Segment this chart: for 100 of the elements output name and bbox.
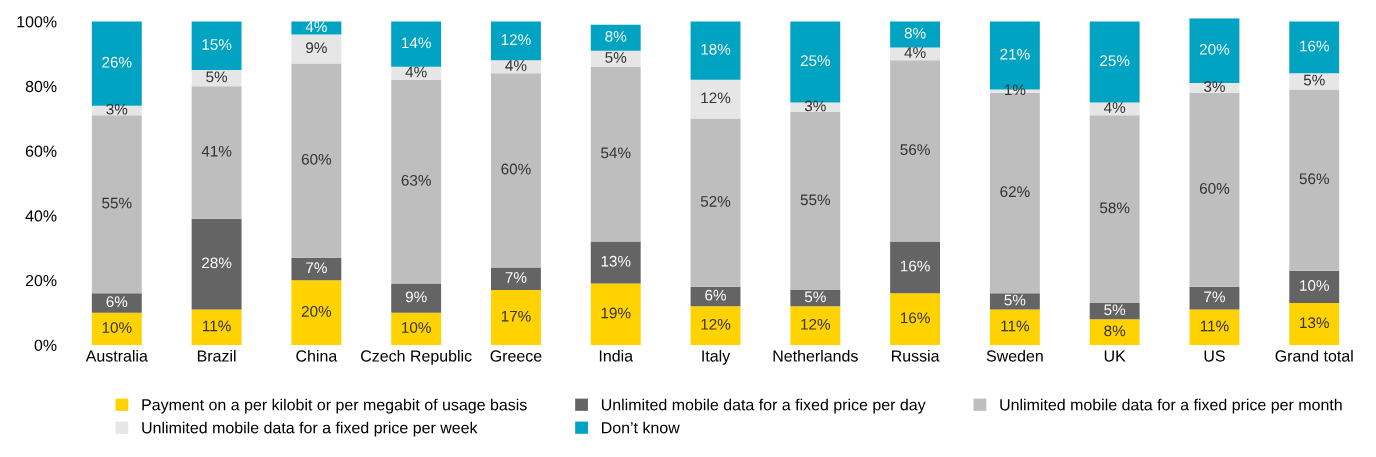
data-label: 5% xyxy=(1104,304,1126,316)
bar xyxy=(491,267,541,291)
x-tick-label: US xyxy=(1204,350,1225,362)
bar xyxy=(690,79,741,119)
data-label: 8% xyxy=(605,30,627,42)
x-tick-label: China xyxy=(296,349,338,362)
bar xyxy=(790,290,841,307)
bar xyxy=(690,306,741,346)
data-label: 15% xyxy=(202,39,232,50)
x-tick-label: Russia xyxy=(891,349,940,362)
bar xyxy=(590,24,641,51)
bar xyxy=(91,293,142,313)
data-label: 4% xyxy=(405,66,427,78)
data-label: 9% xyxy=(306,42,327,54)
bar xyxy=(391,79,442,284)
data-label: 14% xyxy=(402,37,431,49)
data-label: 12% xyxy=(701,318,731,330)
data-label: 54% xyxy=(601,147,631,159)
bar xyxy=(1289,73,1340,90)
legend-label: Unlimited mobile data for a fixed price per month xyxy=(1000,398,1342,414)
data-label: 41% xyxy=(201,145,232,157)
bar xyxy=(890,21,941,48)
data-label: 7% xyxy=(1204,291,1225,303)
x-tick-label: UK xyxy=(1104,350,1126,362)
x-tick-label: India xyxy=(599,349,634,362)
bar xyxy=(191,309,242,346)
data-label: 20% xyxy=(301,305,332,317)
bar xyxy=(690,118,741,287)
data-label: 12% xyxy=(701,92,731,104)
bar xyxy=(1089,102,1140,116)
data-label: 10% xyxy=(402,322,431,333)
data-label: 25% xyxy=(1100,55,1130,67)
bar xyxy=(291,280,342,346)
bar xyxy=(191,70,242,87)
data-label: 12% xyxy=(501,34,531,45)
data-label: 62% xyxy=(1000,186,1030,198)
data-label: 16% xyxy=(900,312,930,324)
bar xyxy=(291,63,342,258)
bar xyxy=(291,34,342,64)
data-label: 7% xyxy=(306,262,327,274)
data-label: 26% xyxy=(102,56,132,68)
data-label: 9% xyxy=(405,291,427,303)
x-tick-label: Brazil xyxy=(197,349,236,362)
data-label: 5% xyxy=(1004,294,1026,306)
data-label: 60% xyxy=(301,153,332,165)
data-label: 10% xyxy=(1300,280,1329,291)
data-label: 28% xyxy=(202,257,232,269)
x-tick-label: Italy xyxy=(702,349,731,365)
bar xyxy=(1189,286,1240,310)
bar xyxy=(989,293,1040,310)
bar xyxy=(1289,21,1340,74)
bar xyxy=(491,21,541,61)
bar xyxy=(790,306,841,346)
data-label: 4% xyxy=(305,21,327,33)
y-tick-label: 80% xyxy=(25,80,57,93)
data-label: 55% xyxy=(800,194,831,206)
bar xyxy=(590,241,641,284)
data-label: 4% xyxy=(1103,102,1126,113)
data-label: 5% xyxy=(206,71,228,83)
data-label: 11% xyxy=(1200,320,1229,332)
legend-label: Payment on a per kilobit or per megabit of usage basis xyxy=(142,398,527,414)
data-label: 58% xyxy=(1099,202,1130,214)
data-label: 60% xyxy=(501,163,531,175)
bar xyxy=(1089,21,1140,103)
y-tick-label: 20% xyxy=(25,274,57,287)
bar xyxy=(91,312,142,346)
data-label: 7% xyxy=(505,272,527,283)
data-label: 5% xyxy=(804,291,826,303)
data-label: 11% xyxy=(1001,320,1030,332)
x-tick-label: Greece xyxy=(490,350,542,362)
data-label: 16% xyxy=(1300,40,1329,52)
y-tick-label: 0% xyxy=(34,339,57,351)
data-label: 25% xyxy=(800,55,831,67)
bar xyxy=(1089,319,1140,346)
bar xyxy=(1289,302,1340,346)
bar xyxy=(1289,89,1340,271)
bar xyxy=(790,102,841,113)
data-label: 3% xyxy=(804,100,826,112)
data-label: 12% xyxy=(801,318,831,330)
data-label: 16% xyxy=(900,260,930,272)
data-label: 4% xyxy=(904,47,926,58)
x-tick-label: Australia xyxy=(85,349,148,362)
bar xyxy=(890,293,941,346)
bar xyxy=(491,73,541,268)
data-label: 5% xyxy=(1303,74,1325,86)
data-label: 6% xyxy=(705,289,727,301)
data-label: 3% xyxy=(106,103,128,115)
bar xyxy=(1189,18,1240,83)
bar xyxy=(989,309,1040,346)
y-tick-label: 40% xyxy=(25,210,57,222)
bar xyxy=(1289,270,1340,303)
bar xyxy=(790,112,841,291)
bar xyxy=(590,50,641,67)
x-tick-label: Czech Republic xyxy=(361,349,472,365)
data-label: 18% xyxy=(701,43,731,55)
data-label: 11% xyxy=(203,320,231,332)
bar xyxy=(491,60,541,74)
bar xyxy=(1089,115,1140,303)
bar xyxy=(890,60,941,242)
bar xyxy=(491,290,541,346)
